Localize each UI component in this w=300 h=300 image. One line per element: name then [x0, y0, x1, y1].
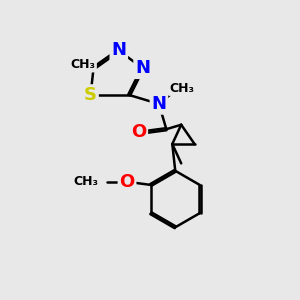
- Text: CH₃: CH₃: [74, 176, 99, 188]
- Text: S: S: [84, 86, 97, 104]
- Text: N: N: [111, 41, 126, 59]
- Text: CH₃: CH₃: [70, 58, 96, 71]
- Text: N: N: [152, 95, 166, 113]
- Text: O: O: [131, 123, 146, 141]
- Text: N: N: [135, 59, 150, 77]
- Text: CH₃: CH₃: [169, 82, 194, 95]
- Text: O: O: [119, 173, 135, 191]
